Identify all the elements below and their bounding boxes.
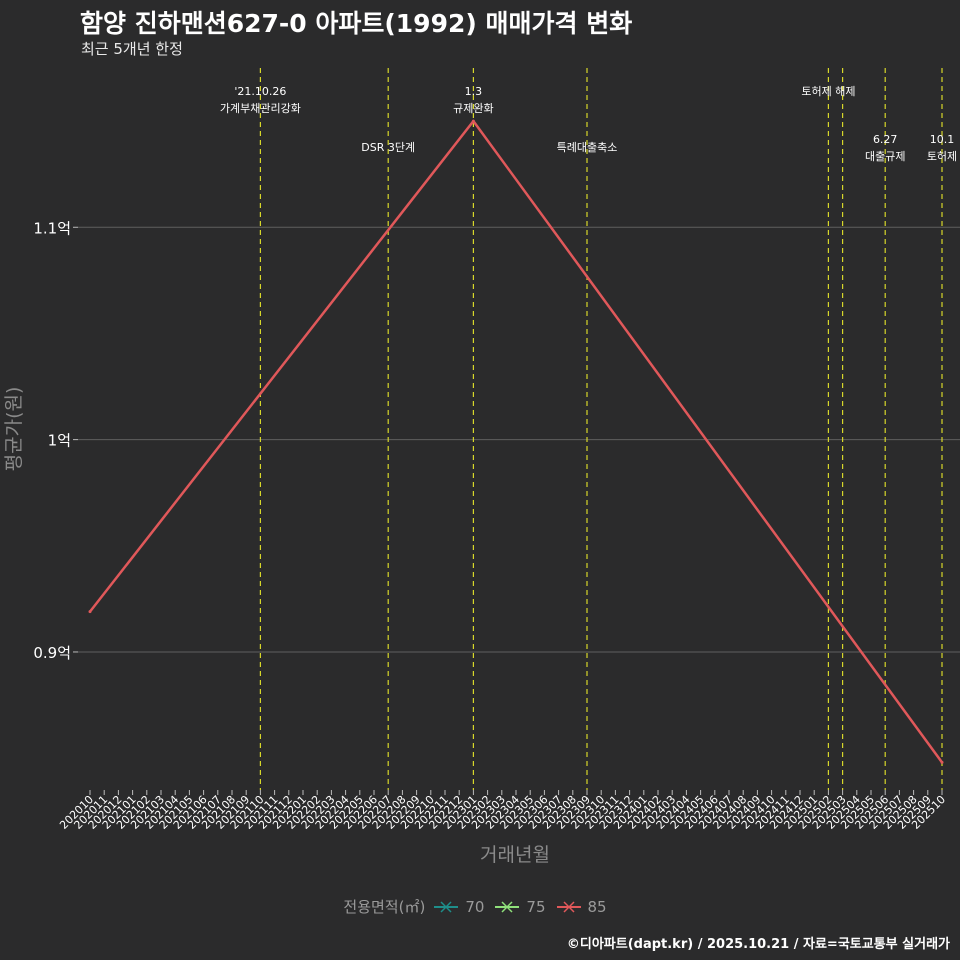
- event-annotation: DSR 3단계: [361, 141, 415, 154]
- event-annotation: 토허제: [927, 150, 957, 163]
- event-annotation: 가계부채관리강화: [220, 102, 301, 115]
- x-axis-label: 거래년월: [480, 844, 550, 866]
- event-annotation: 규제완화: [453, 102, 493, 115]
- event-annotation: '21.10.26: [234, 85, 286, 98]
- legend-line-cross-icon: [556, 900, 581, 913]
- chart-subtitle: 최근 5개년 한정: [81, 40, 183, 58]
- legend-item-75[interactable]: 75: [494, 897, 546, 916]
- legend: 전용면적(㎡) 70 75 85: [0, 896, 960, 917]
- data-point: [88, 610, 92, 614]
- legend-line-cross-icon: [495, 900, 520, 913]
- y-tick-label: 1억: [48, 432, 71, 450]
- legend-label: 75: [526, 897, 546, 916]
- data-point: [940, 760, 944, 764]
- legend-label: 85: [587, 897, 607, 916]
- event-annotation: 1.3: [465, 85, 483, 98]
- data-point: [471, 119, 475, 123]
- event-annotation: 10.1: [930, 133, 955, 146]
- y-tick-label: 0.9억: [33, 644, 71, 662]
- y-tick-label: 1.1억: [33, 219, 71, 237]
- event-annotation: 6.27: [873, 133, 898, 146]
- chart-title: 함양 진하맨션627-0 아파트(1992) 매매가격 변화: [80, 9, 633, 38]
- legend-line-cross-icon: [434, 900, 459, 913]
- legend-title: 전용면적(㎡): [343, 898, 426, 916]
- event-annotation: 대출규제: [865, 150, 905, 163]
- legend-item-70[interactable]: 70: [433, 898, 484, 916]
- event-annotation: 특례대출축소: [557, 141, 618, 154]
- legend-label: 70: [465, 897, 485, 916]
- y-axis-label: 평균가(원): [3, 387, 25, 472]
- series-line-85: [89, 119, 944, 764]
- event-annotation: 토허제 해제: [801, 84, 855, 98]
- legend-item-85[interactable]: 85: [556, 898, 607, 916]
- source-caption: ©디아파트(dapt.kr) / 2025.10.21 / 자료=국토교통부 실…: [566, 937, 950, 952]
